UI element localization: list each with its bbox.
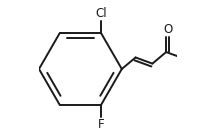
Text: F: F — [98, 118, 104, 131]
Text: O: O — [163, 22, 172, 35]
Text: Cl: Cl — [95, 7, 107, 20]
